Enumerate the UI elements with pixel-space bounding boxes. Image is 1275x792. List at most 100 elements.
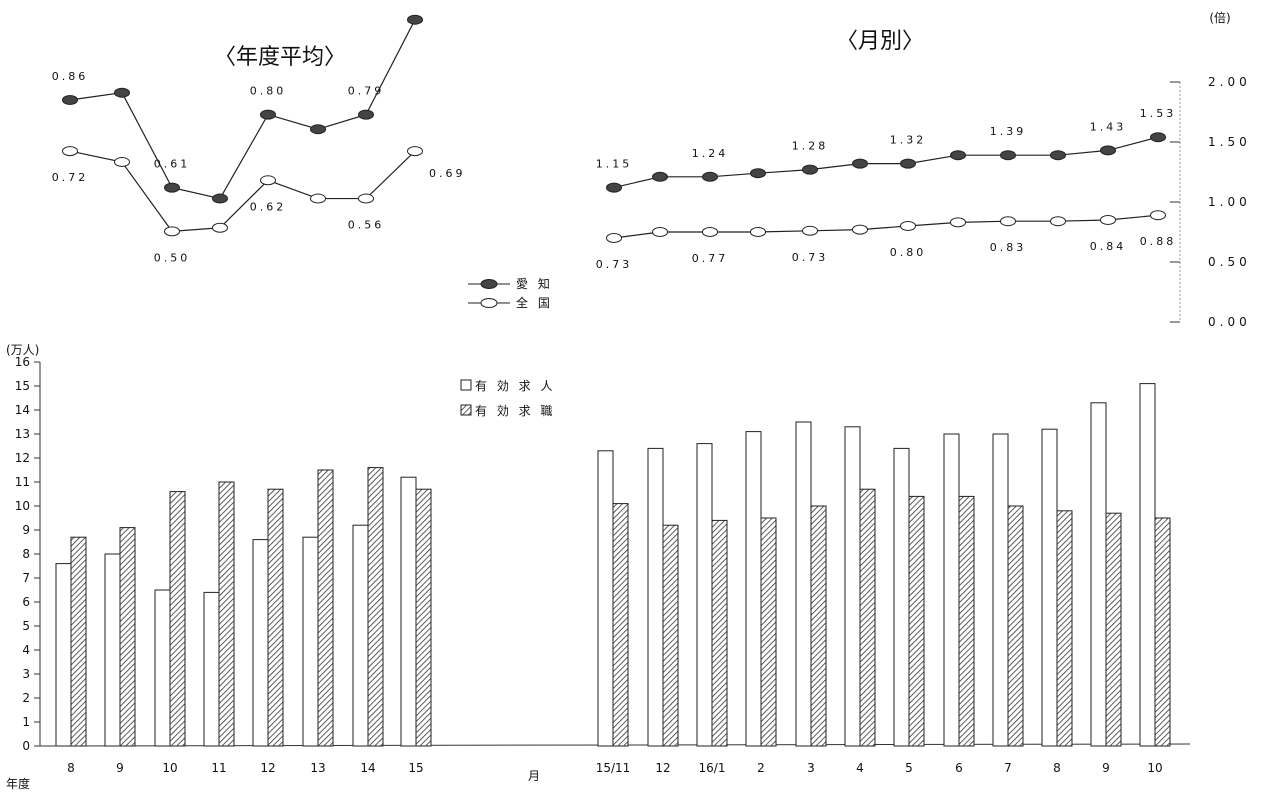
annual-data-label: 0.80 — [250, 85, 287, 98]
bar-seekers — [415, 488, 432, 747]
bar-offers — [795, 421, 812, 747]
monthly-line-chart: 1.15 1.24 1.28 1.32 1.39 1.43 1.53 0.73 0.77 0.73… — [596, 107, 1177, 271]
bar-offers — [400, 476, 417, 747]
annual-data-label: 0.72 — [52, 171, 89, 184]
monthly-point-national — [606, 233, 622, 243]
monthly-point-national — [900, 221, 916, 231]
ratio-tick-label: 0.50 — [1208, 255, 1251, 269]
bar-seekers — [119, 527, 136, 747]
bar-seekers — [760, 517, 777, 747]
annual-point-aichi — [407, 14, 423, 25]
monthly-series-line-aichi — [613, 136, 1159, 189]
bar-category-label: 12 — [655, 761, 670, 775]
bar-category-label: 10 — [162, 761, 177, 775]
legend-offers-swatch — [460, 379, 472, 391]
bar-seekers — [70, 536, 87, 747]
bar-category-label: 5 — [905, 761, 913, 775]
bar-seekers — [810, 505, 827, 747]
people-unit-label: (万人) — [6, 343, 39, 357]
bar-seekers — [317, 469, 334, 747]
monthly-point-national — [1050, 216, 1066, 227]
monthly-point-aichi — [852, 158, 868, 169]
bar-seekers — [711, 519, 728, 747]
monthly-point-national — [1000, 216, 1016, 227]
bar-tick-label: 1 — [22, 715, 30, 729]
bar-seekers — [1105, 512, 1122, 747]
monthly-point-national — [950, 217, 966, 228]
monthly-point-aichi — [606, 182, 622, 193]
bar-offers — [352, 524, 369, 747]
monthly-point-aichi — [1150, 132, 1166, 143]
bar-category-label: 9 — [1102, 761, 1110, 775]
bar-tick-label: 16 — [15, 355, 30, 369]
monthly-point-aichi — [1050, 150, 1066, 161]
bar-seekers — [1154, 517, 1171, 747]
bar-offers — [1041, 428, 1058, 747]
annual-point-national — [62, 146, 78, 157]
legend-national-marker — [480, 298, 498, 308]
bar-category-label: 13 — [310, 761, 325, 775]
bar-offers — [844, 426, 861, 747]
bar-seekers — [367, 467, 384, 747]
annual-data-label: 0.61 — [154, 158, 191, 171]
bar-tick-label: 4 — [22, 643, 30, 657]
monthly-data-label: 0.77 — [692, 252, 729, 265]
annual-point-aichi — [62, 95, 78, 105]
annual-point-aichi — [260, 109, 276, 120]
bar-category-label: 3 — [807, 761, 815, 775]
bar-tick-label: 13 — [15, 427, 30, 441]
bar-tick-label: 0 — [22, 739, 30, 753]
monthly-data-label: 1.24 — [692, 147, 729, 160]
bar-offers — [104, 553, 121, 747]
bar-tick-label: 12 — [15, 451, 30, 465]
annual-data-label: 0.62 — [250, 200, 287, 213]
bar-category-label: 9 — [116, 761, 124, 775]
bar-seekers — [612, 503, 629, 747]
monthly-point-aichi — [750, 168, 766, 179]
bar-offers — [55, 563, 72, 747]
annual-point-national — [407, 146, 423, 157]
legend-aichi-label: 愛 知 — [516, 277, 553, 291]
monthly-data-label: 1.32 — [890, 134, 927, 147]
bar-tick-label: 7 — [22, 571, 30, 585]
monthly-data-label: 0.80 — [890, 246, 927, 259]
legend-seekers-swatch — [460, 404, 472, 416]
bar-offers — [252, 539, 269, 747]
annual-point-national — [114, 157, 130, 168]
bar-chart — [55, 383, 1171, 747]
bar-tick-label: 6 — [22, 595, 30, 609]
annual-point-aichi — [358, 109, 374, 120]
monthly-point-aichi — [1100, 145, 1116, 156]
bar-seekers — [267, 488, 284, 747]
legend-aichi-marker — [480, 279, 498, 289]
bar-seekers — [218, 481, 235, 747]
annual-chart-title: 〈年度平均〉 — [214, 45, 346, 70]
bar-tick-label: 10 — [15, 499, 30, 513]
monthly-data-label: 1.53 — [1140, 107, 1177, 120]
bar-x-labels: 8 9 10 11 12 13 14 15 15/11 12 16/1 2 3 4 5 6 7 8 9 10 — [67, 761, 1162, 775]
annual-point-national — [260, 175, 276, 186]
annual-point-national — [212, 222, 228, 233]
annual-data-label: 0.69 — [429, 167, 466, 180]
bar-category-label: 15 — [408, 761, 423, 775]
fiscal-year-axis-label: 年度 — [6, 776, 30, 791]
annual-line-chart: 0.86 0.61 0.80 0.79 1.06 0.72 0.50 0.62 0.56 0.69 — [52, 0, 466, 264]
annual-data-label: 0.86 — [52, 70, 89, 83]
monthly-point-aichi — [652, 171, 668, 182]
monthly-data-label: 0.88 — [1140, 235, 1177, 248]
annual-point-national — [310, 193, 326, 204]
legend-offers-label: 有 効 求 人 — [475, 378, 555, 393]
bar-offers — [647, 447, 664, 747]
bar-legend: 有 効 求 人 有 効 求 職 — [460, 378, 555, 418]
ratio-axis: 2.00 1.50 1.00 0.50 0.00 — [1170, 75, 1251, 329]
bar-offers — [154, 589, 171, 747]
bar-seekers — [1007, 505, 1024, 747]
bar-seekers — [958, 495, 975, 747]
monthly-point-national — [1150, 210, 1166, 221]
bar-category-label: 8 — [67, 761, 75, 775]
monthly-point-national — [802, 225, 818, 236]
monthly-point-aichi — [702, 171, 718, 182]
bar-category-label: 4 — [856, 761, 864, 775]
monthly-data-label: 0.83 — [990, 241, 1027, 254]
